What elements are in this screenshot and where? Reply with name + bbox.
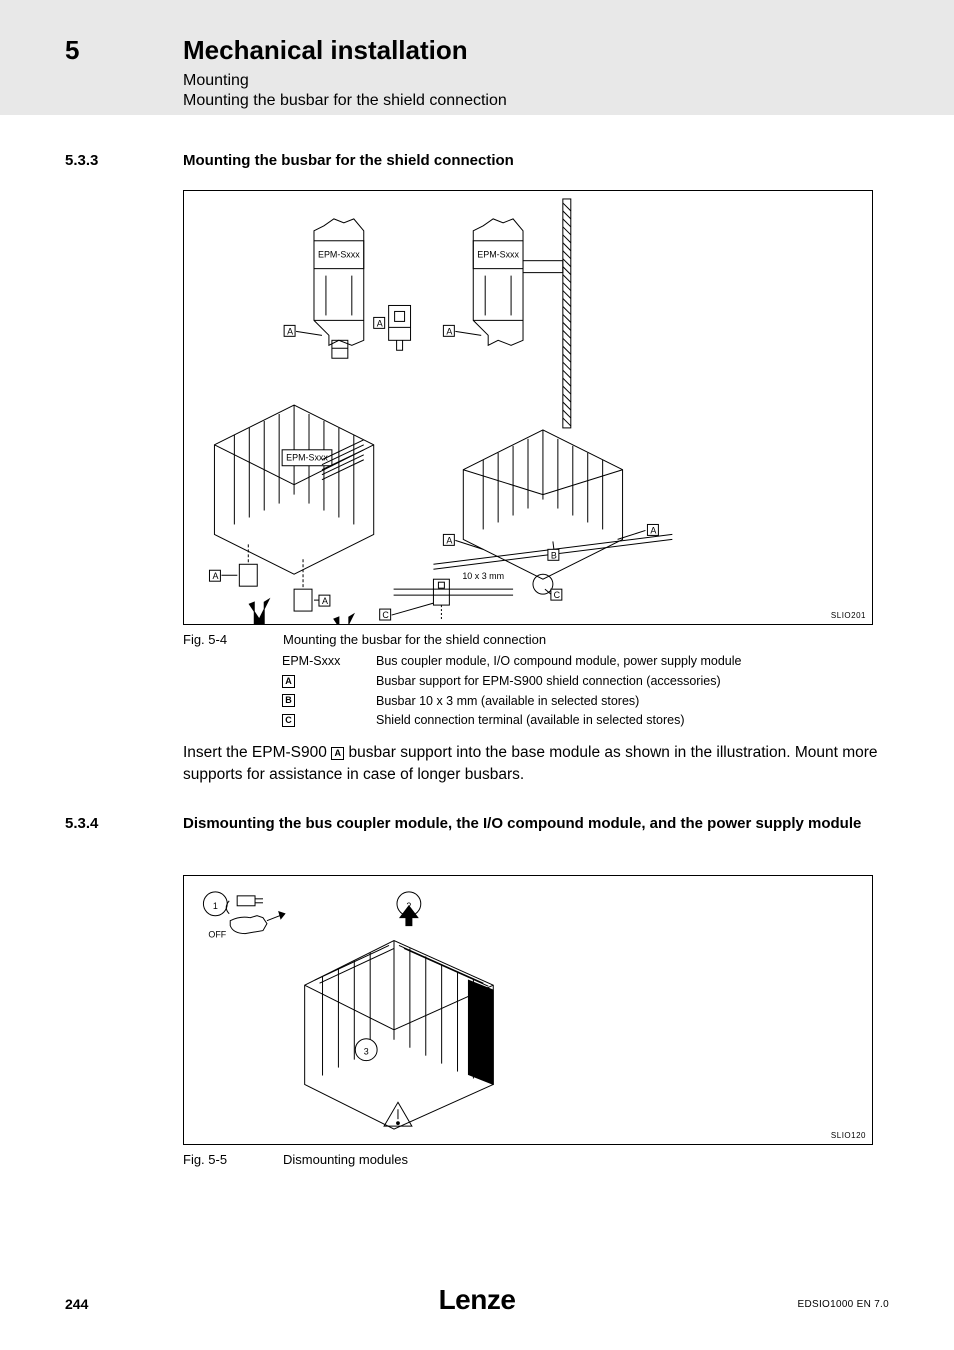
brand-logo: Lenze	[439, 1284, 516, 1316]
document-page: 5 Mechanical installation Mounting Mount…	[0, 0, 954, 1350]
legend-key: A	[282, 672, 352, 691]
legend-row: C Shield connection terminal (available …	[282, 711, 741, 730]
figure-5-5-caption: Fig. 5-5 Dismounting modules	[183, 1152, 408, 1167]
figure-5-4: EPM-Sxxx A A	[183, 190, 873, 625]
svg-text:3: 3	[364, 1047, 369, 1057]
svg-text:A: A	[212, 571, 218, 581]
legend-key: C	[282, 711, 352, 730]
section-title-534: Dismounting the bus coupler module, the …	[183, 815, 873, 832]
legend-desc: Bus coupler module, I/O compound module,…	[376, 652, 741, 671]
legend-row: EPM-Sxxx Bus coupler module, I/O compoun…	[282, 652, 741, 671]
body-text-part: Insert the EPM-S900	[183, 744, 331, 761]
legend-desc: Busbar support for EPM-S900 shield conne…	[376, 672, 721, 691]
svg-text:C: C	[382, 610, 389, 620]
legend-row: B Busbar 10 x 3 mm (available in selecte…	[282, 692, 741, 711]
section-number-534: 5.3.4	[65, 815, 98, 832]
legend-row: A Busbar support for EPM-S900 shield con…	[282, 672, 741, 691]
chapter-subtitle-1: Mounting	[183, 72, 249, 90]
document-code: EDSIO1000 EN 7.0	[797, 1299, 889, 1310]
page-header: 5 Mechanical installation Mounting Mount…	[0, 0, 954, 115]
svg-text:10 x 3 mm: 10 x 3 mm	[462, 571, 504, 581]
chapter-number: 5	[65, 35, 79, 66]
figure-5-4-svg: EPM-Sxxx A A	[184, 191, 872, 624]
svg-text:EPM-Sxxx: EPM-Sxxx	[286, 453, 328, 463]
svg-text:A: A	[377, 318, 383, 328]
chapter-subtitle-2: Mounting the busbar for the shield conne…	[183, 92, 507, 110]
section-number-533: 5.3.3	[65, 152, 98, 169]
svg-text:A: A	[446, 326, 452, 336]
inline-marker-a: A	[331, 747, 344, 760]
figure-label: Fig. 5-5	[183, 1152, 243, 1167]
svg-text:C: C	[554, 590, 561, 600]
legend-desc: Shield connection terminal (available in…	[376, 711, 685, 730]
figure-caption-text: Mounting the busbar for the shield conne…	[283, 632, 546, 647]
legend-key: EPM-Sxxx	[282, 652, 352, 671]
svg-text:EPM-Sxxx: EPM-Sxxx	[477, 250, 519, 260]
svg-text:B: B	[551, 550, 557, 560]
figure-label: Fig. 5-4	[183, 632, 243, 647]
figure-caption-text: Dismounting modules	[283, 1152, 408, 1167]
figure-5-5-svg: 1 OFF	[184, 876, 872, 1144]
svg-text:OFF: OFF	[208, 930, 226, 940]
figure-code: SLIO201	[831, 611, 866, 620]
svg-text:A: A	[650, 525, 656, 535]
legend-key: B	[282, 692, 352, 711]
figure-5-4-legend: EPM-Sxxx Bus coupler module, I/O compoun…	[282, 652, 741, 731]
figure-code: SLIO120	[831, 1131, 866, 1140]
chapter-title: Mechanical installation	[183, 35, 468, 66]
section-title-533: Mounting the busbar for the shield conne…	[183, 152, 873, 169]
page-number: 244	[65, 1296, 88, 1312]
legend-desc: Busbar 10 x 3 mm (available in selected …	[376, 692, 639, 711]
figure-5-5: 1 OFF	[183, 875, 873, 1145]
svg-text:EPM-Sxxx: EPM-Sxxx	[318, 250, 360, 260]
page-footer: 244 Lenze EDSIO1000 EN 7.0	[0, 1282, 954, 1312]
svg-text:A: A	[446, 535, 452, 545]
body-paragraph: Insert the EPM-S900 A busbar support int…	[183, 742, 883, 787]
svg-text:A: A	[287, 326, 293, 336]
figure-5-4-caption: Fig. 5-4 Mounting the busbar for the shi…	[183, 632, 546, 647]
svg-text:1: 1	[213, 901, 218, 911]
svg-text:A: A	[322, 596, 328, 606]
